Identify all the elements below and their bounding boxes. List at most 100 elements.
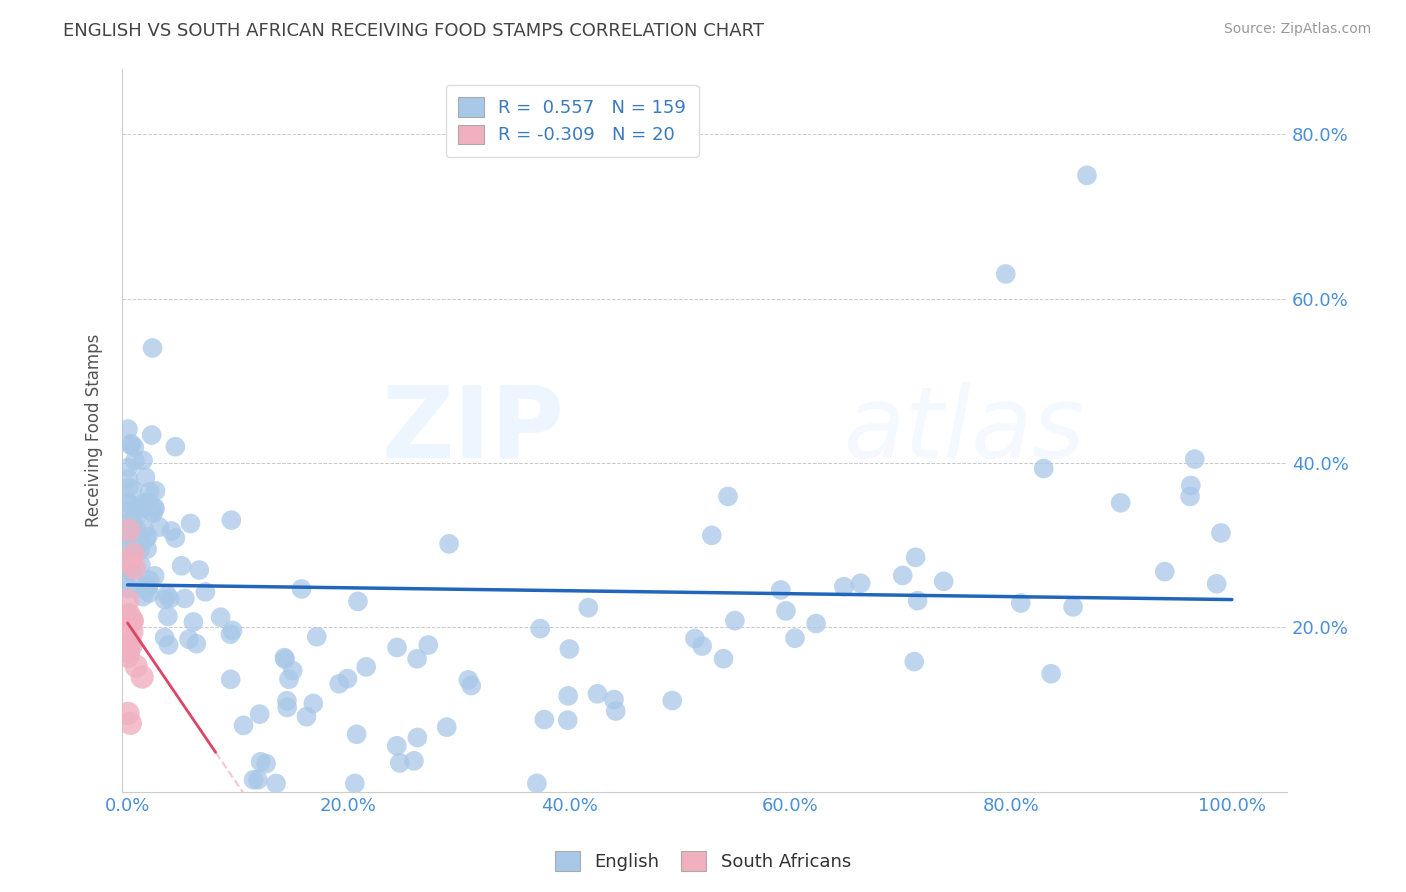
Point [903,655,925,669]
Point [141,341,163,355]
Point [131,670,153,684]
Point [586,687,609,701]
Point [457,673,479,687]
Point [138,586,160,600]
Point [160,524,183,538]
Point [165,440,187,454]
Point [118,564,141,578]
Point [661,693,683,707]
Point [775,604,797,618]
Point [402,754,425,768]
Point [1184,452,1206,467]
Point [232,718,254,732]
Point [153,631,176,645]
Point [138,579,160,593]
Point [347,594,370,608]
Point [276,700,298,714]
Point [254,756,277,771]
Point [249,707,271,722]
Point [1076,169,1098,183]
Point [120,716,142,731]
Point [183,615,205,629]
Point [603,692,626,706]
Point [132,453,155,467]
Point [209,610,232,624]
Point [406,652,429,666]
Point [186,637,208,651]
Point [278,672,301,686]
Point [295,709,318,723]
Point [117,593,139,607]
Point [120,436,142,450]
Point [117,563,139,577]
Point [129,558,152,572]
Point [558,642,581,657]
Point [177,632,200,647]
Point [336,672,359,686]
Point [170,558,193,573]
Point [136,495,159,509]
Point [221,513,243,527]
Point [117,649,139,664]
Point [717,490,740,504]
Point [118,633,141,648]
Point [305,630,328,644]
Point [124,561,146,575]
Point [804,616,827,631]
Point [904,550,927,565]
Point [290,582,312,596]
Point [117,610,139,624]
Point [136,580,159,594]
Point [135,495,157,509]
Y-axis label: Receiving Food Stamps: Receiving Food Stamps [86,334,103,527]
Point [1180,478,1202,492]
Point [1032,461,1054,475]
Point [121,614,143,628]
Point [832,580,855,594]
Point [932,574,955,589]
Point [276,694,298,708]
Point [118,480,141,494]
Point [148,520,170,534]
Point [117,546,139,560]
Point [141,505,163,519]
Point [121,625,143,640]
Point [125,659,148,673]
Point [141,428,163,442]
Point [188,563,211,577]
Point [117,645,139,659]
Point [343,776,366,790]
Point [134,470,156,484]
Point [533,713,555,727]
Point [136,542,159,557]
Point [127,508,149,522]
Point [134,523,156,537]
Point [120,512,142,526]
Point [769,582,792,597]
Point [117,517,139,532]
Point [118,523,141,537]
Point [117,555,139,569]
Point [118,555,141,569]
Point [136,529,159,543]
Point [143,501,166,516]
Point [849,576,872,591]
Point [557,713,579,727]
Point [713,651,735,665]
Point [683,632,706,646]
Point [117,460,139,475]
Point [346,727,368,741]
Point [134,500,156,514]
Point [221,624,243,638]
Point [156,588,179,602]
Point [281,664,304,678]
Point [117,525,139,540]
Point [406,731,429,745]
Point [1205,576,1227,591]
Point [117,528,139,542]
Point [1040,666,1063,681]
Point [124,454,146,468]
Point [194,585,217,599]
Point [117,529,139,543]
Point [117,582,139,596]
